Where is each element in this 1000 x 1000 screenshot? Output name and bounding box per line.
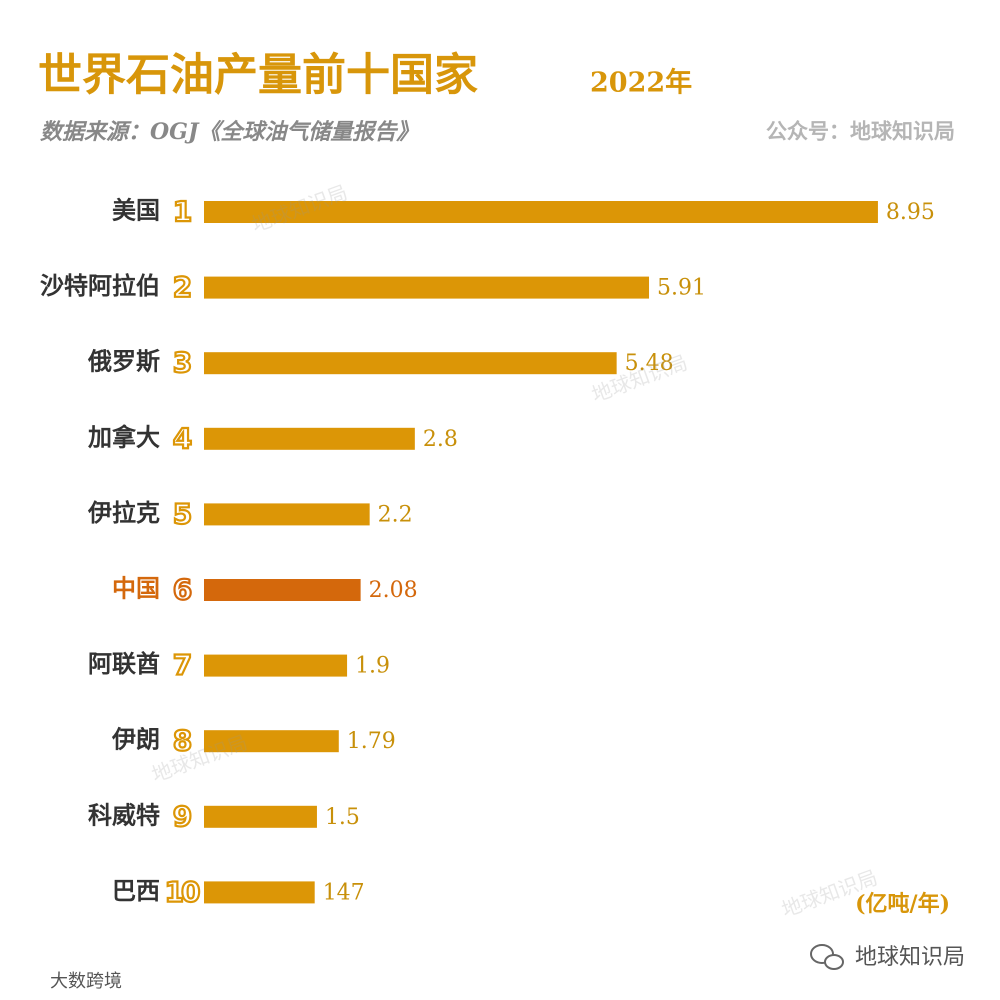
subtitle: 数据来源：OGJ《全球油气储量报告》 bbox=[40, 119, 418, 145]
bar bbox=[204, 352, 617, 375]
footer-right: 地球知识局 bbox=[855, 945, 965, 970]
bar bbox=[204, 276, 650, 299]
bar bbox=[204, 427, 415, 450]
value-label: 5.91 bbox=[657, 276, 706, 301]
bar bbox=[204, 503, 370, 526]
bar bbox=[204, 805, 317, 828]
value-label: 1.79 bbox=[347, 729, 396, 754]
value-label: 147 bbox=[323, 880, 365, 905]
rank-label: 8 bbox=[173, 724, 191, 757]
rank-label: 5 bbox=[173, 497, 191, 530]
category-label: 俄罗斯 bbox=[87, 347, 160, 376]
rank-label: 4 bbox=[173, 422, 192, 455]
value-label: 2.2 bbox=[378, 502, 413, 527]
rank-label: 3 bbox=[173, 346, 191, 379]
category-label: 中国 bbox=[112, 574, 160, 603]
category-label: 巴西 bbox=[112, 876, 160, 905]
rank-label: 7 bbox=[173, 649, 191, 682]
category-label: 加拿大 bbox=[88, 422, 160, 451]
title-suffix: 2022年 bbox=[590, 67, 692, 99]
value-label: 8.95 bbox=[886, 200, 935, 225]
bar bbox=[204, 730, 339, 753]
category-label: 科威特 bbox=[88, 800, 160, 829]
rank-label: 2 bbox=[173, 271, 191, 304]
category-label: 沙特阿拉伯 bbox=[40, 271, 160, 300]
category-label: 美国 bbox=[112, 196, 160, 225]
category-label: 阿联酋 bbox=[88, 649, 160, 678]
value-label: 5.48 bbox=[625, 351, 674, 376]
bar bbox=[204, 654, 348, 677]
bar bbox=[204, 579, 361, 601]
rank-label: 9 bbox=[173, 800, 191, 833]
rank-label: 6 bbox=[173, 573, 191, 606]
category-label: 伊拉克 bbox=[87, 498, 160, 527]
value-label: 2.8 bbox=[423, 427, 458, 452]
value-label: 2.08 bbox=[369, 578, 418, 603]
credit: 公众号：地球知识局 bbox=[766, 119, 955, 144]
category-label: 伊朗 bbox=[111, 725, 160, 754]
rank-label: 1 bbox=[173, 195, 191, 228]
value-label: 1.9 bbox=[355, 654, 390, 679]
rank-label: 10 bbox=[165, 875, 200, 908]
wechat-icon bbox=[810, 944, 844, 970]
value-label: 1.5 bbox=[325, 805, 360, 830]
unit-label: (亿吨/年) bbox=[855, 891, 950, 917]
footer-left: 大数跨境 bbox=[50, 971, 122, 992]
bar bbox=[204, 201, 878, 223]
bar bbox=[204, 881, 315, 904]
chart-title: 世界石油产量前十国家 bbox=[38, 50, 478, 101]
